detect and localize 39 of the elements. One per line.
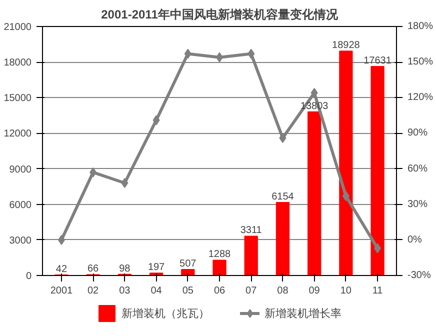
y2-tick-label: 150% — [408, 56, 434, 68]
data-label: 42 — [56, 264, 68, 275]
data-label: 66 — [88, 264, 100, 275]
legend-label: 新增装机（兆瓦） — [122, 306, 210, 320]
y2-tick-label: -30% — [408, 270, 431, 281]
y-tick-label: 3000 — [9, 235, 32, 246]
data-label: 3311 — [240, 225, 262, 236]
data-label: 507 — [180, 258, 197, 270]
y2-tick-label: 120% — [408, 92, 434, 104]
x-tick-label: 07 — [246, 286, 258, 296]
chart-title: 2001-2011年中国风电新增装机容量变化情况 — [101, 8, 339, 22]
y-tick-label: 12000 — [4, 128, 32, 140]
x-tick-label: 11 — [372, 286, 384, 296]
x-tick-label: 10 — [340, 286, 352, 296]
y2-tick-label: 90% — [408, 128, 428, 139]
y2-tick-label: 30% — [408, 198, 428, 210]
x-tick-label: 06 — [214, 286, 226, 296]
y-tick-label: 9000 — [9, 164, 32, 176]
data-label: 197 — [148, 262, 166, 274]
y-tick-label: 21000 — [4, 22, 32, 33]
x-tick-label: 05 — [182, 286, 194, 296]
x-tick-label: 09 — [308, 286, 320, 296]
x-tick-label: 2001 — [50, 286, 74, 296]
y2-tick-label: 180% — [408, 21, 434, 32]
data-label: 1288 — [208, 249, 232, 260]
y2-tick-label: 0% — [408, 234, 422, 246]
data-label: 18928 — [332, 40, 360, 52]
y-tick-label: 15000 — [4, 93, 32, 104]
y-tick-label: 0 — [26, 271, 32, 282]
x-tick-label: 08 — [277, 286, 289, 296]
y-tick-label: 18000 — [4, 58, 32, 69]
y2-tick-label: 60% — [408, 163, 428, 174]
data-label: 6154 — [272, 192, 294, 203]
data-label: 98 — [119, 263, 131, 274]
x-tick-label: 03 — [119, 286, 131, 296]
legend-label: 新增装机增长率 — [264, 306, 342, 320]
y-tick-label: 6000 — [9, 200, 32, 211]
x-tick-label: 02 — [88, 286, 100, 296]
x-tick-label: 04 — [150, 286, 162, 296]
